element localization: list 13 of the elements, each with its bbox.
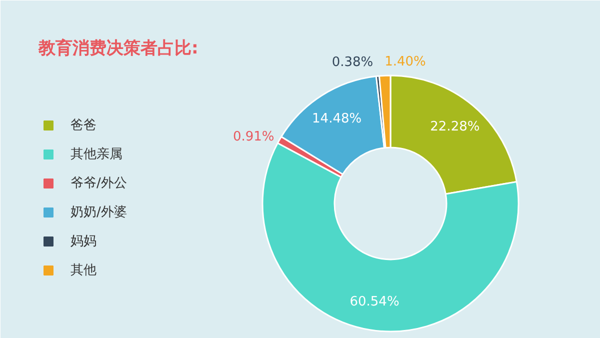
data-label: 0.38% [332, 55, 374, 70]
legend-label: 爸爸 [70, 118, 96, 133]
data-label: 1.40% [384, 54, 426, 70]
data-label: 60.54% [350, 294, 400, 310]
legend-label: 其他亲属 [70, 147, 122, 162]
legend-label: 妈妈 [70, 234, 96, 249]
legend-label: 其他 [70, 263, 96, 278]
legend-label: 奶奶/外婆 [70, 205, 127, 220]
legend-label: 爷爷/外公 [70, 176, 127, 191]
data-label: 0.91% [232, 129, 274, 144]
data-label: 22.28% [430, 120, 480, 135]
chart-title: 教育消费决策者占比: [38, 38, 198, 58]
data-label: 14.48% [312, 112, 362, 127]
